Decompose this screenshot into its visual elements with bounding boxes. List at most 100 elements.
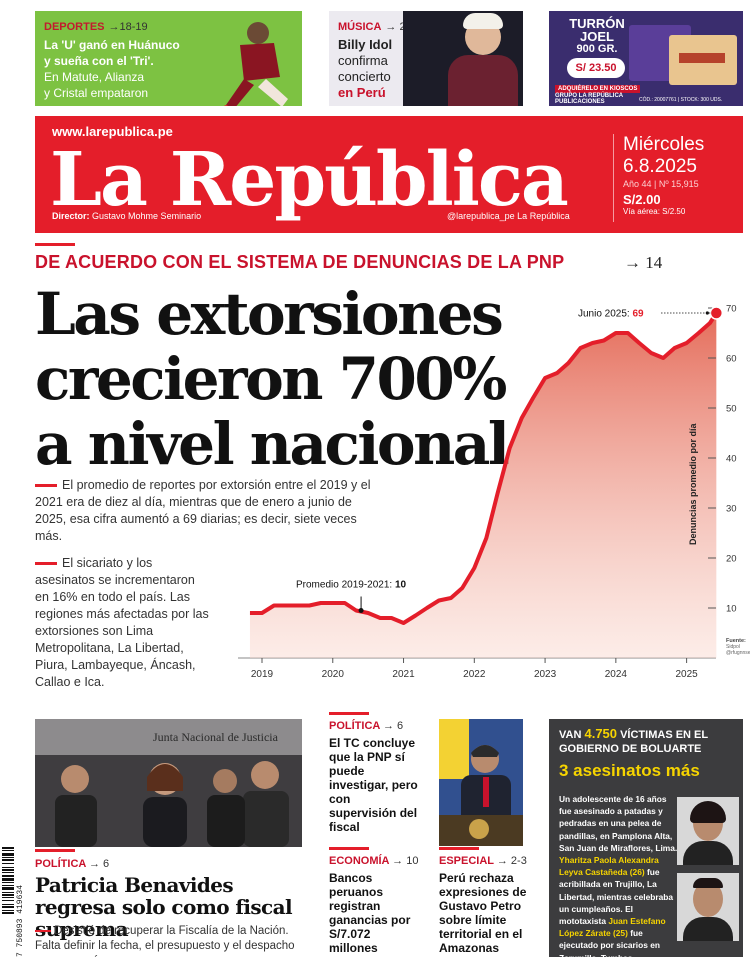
social-handles: @larepublica_pe La República [447,211,570,221]
x-tick-label: 2019 [251,669,274,680]
photo-background-sign: Junta Nacional de Justicia [153,730,279,744]
y-tick-label: 10 [726,604,737,615]
source-text: @rfugnnse [726,650,750,656]
barcode-bar [2,882,14,883]
source-label: Fuente: [726,638,746,644]
victims-box[interactable]: VAN 4.750 VÍCTIMAS EN EL GOBIERNO DE BOL… [549,719,743,957]
victims-text: Un adolescente de 16 años fue asesinado … [559,794,678,957]
promo-code: CÓD.: 20007761 | STOCK: 300 UDS. [639,97,723,103]
barcode-bar [2,885,14,886]
lead-page-ref: → 14 [624,253,663,272]
annotation-label: Promedio 2019-2021: 10 [296,580,407,591]
benavides-photo: Junta Nacional de Justicia [35,719,302,847]
victims-subheading: 3 asesinatos más [559,761,700,780]
barcode-bar [2,857,14,858]
singer-photo [403,11,523,106]
last-point [709,306,724,320]
barcode-bar [2,875,14,877]
story-banks[interactable]: ECONOMÍA → 10 Bancos peruanos registran … [329,855,419,955]
y-tick-label: 60 [726,354,737,365]
source-text: Sidpol [726,644,740,650]
issue-price: S/2.00 [623,192,661,207]
barcode-bar [2,900,14,901]
soccer-player-photo [223,22,288,106]
extortion-chart: 10 20 30 40 50 60 70 2019 2020 2021 2022 2023 2024 20… [238,304,750,680]
issue-day: Miércoles [623,134,705,155]
y-tick-label: 30 [726,504,737,515]
barcode-bar [2,863,14,864]
teaser-music[interactable]: MÚSICA → 20 Billy Idol confirma concierto… [329,11,523,106]
annotation-label: Junio 2025: 69 [578,309,644,320]
benavides-headline[interactable]: Patricia Benavides regresa solo como fis… [35,873,293,941]
barcode-bar [2,894,14,896]
teaser-section: DEPORTES →18-19 [44,21,148,33]
barcode-bar [2,847,14,849]
issue-date: 6.8.2025 [623,156,697,177]
story-section: POLÍTICA → 6 [329,720,404,732]
story-headline: Perú rechaza expresiones de Gustavo Petr… [439,871,527,955]
director-line: Director: Gustavo Mohme Seminario [52,211,202,221]
teaser-sports[interactable]: DEPORTES →18-19 La 'U' ganó en Huánuco y s… [35,11,302,106]
story-section: ESPECIAL → 2-3 [439,855,527,867]
victim-woman-photo [677,797,739,865]
lead-paragraph-1: El promedio de reportes por extorsión en… [35,478,371,543]
masthead-divider [613,134,614,222]
barcode-bar [2,867,14,868]
x-tick-label: 2021 [392,669,415,680]
masthead: www.larepublica.pe La República Director… [35,116,743,233]
x-tick-label: 2020 [322,669,345,680]
y-tick-label: 40 [726,454,737,465]
story-headline: Bancos peruanos registran ganancias por … [329,871,411,955]
promo-kiosk: ADQUIÉRELO EN KIOSCOS GRUPO LA REPÚBLICA… [555,85,665,105]
story-tc[interactable]: POLÍTICA → 6 El TC concluye que la PNP s… [329,720,419,834]
promo-turron[interactable]: TURRÓN JOEL 900 GR. S/ 23.50 ADQUIÉRELO … [549,11,743,106]
barcode-bar [2,872,14,873]
lead-kicker: DE ACUERDO CON EL SISTEMA DE DENUNCIAS D… [35,252,565,272]
promo-title: TURRÓN JOEL 900 GR. [569,16,625,55]
story-petro[interactable]: ESPECIAL → 2-3 Perú rechaza expresiones … [439,855,534,955]
victims-heading: VAN 4.750 VÍCTIMAS EN EL GOBIERNO DE BOL… [559,726,708,756]
barcode-bar [2,887,14,890]
lead-paragraph-2: El sicariato y los asesinatos se increme… [35,556,209,689]
barcode-bar [2,859,14,861]
section-rule [329,712,369,715]
y-axis-label: Denuncias promedio por día [688,422,698,545]
barcode-bar [2,897,14,898]
annotation-dot [705,311,709,315]
barcode-bar [2,850,14,851]
barcode: 7 750893 419634 [2,847,24,957]
teaser-text: La 'U' ganó en Huánuco y sueña con el 'Tr… [44,38,180,100]
series-line [249,311,719,625]
y-tick-label: 50 [726,404,737,415]
story-headline: El TC concluye que la PNP sí puede inves… [329,736,418,834]
barcode-bar [2,906,14,908]
x-tick-label: 2025 [675,669,698,680]
barcode-bar [2,892,14,893]
x-tick-label: 2024 [605,669,628,680]
issue-number: Año 44 | Nº 15,915 [623,179,699,189]
victim-man-photo [677,873,739,941]
barcode-bar [2,878,14,881]
story-section: POLÍTICA → 6 [35,858,110,870]
x-tick-label: 2023 [534,669,557,680]
svg-text:7 750893 419634: 7 750893 419634 [16,885,24,957]
area-fill [249,313,717,658]
lead-headline[interactable]: Las extorsiones crecieron 700% a nivel n… [35,280,510,478]
barcode-bar [2,910,14,911]
barcode-bar [2,853,14,856]
teaser-text: Billy Idol confirma concierto en Perú [338,37,393,100]
y-tick-label: 20 [726,554,737,565]
section-rule [35,849,75,852]
kicker-rule [35,243,75,246]
story-section: ECONOMÍA → 10 [329,855,419,867]
petro-photo [439,719,523,846]
barcode-bar [2,912,14,914]
turron-bar-image [669,35,737,85]
section-rule [329,847,369,850]
teaser-section: MÚSICA → 20 [338,21,412,33]
site-url[interactable]: www.larepublica.pe [52,124,173,139]
section-rule [439,847,479,850]
air-price: Vía aérea: S/2.50 [623,207,686,216]
barcode-bar [2,869,14,871]
barcode-bar [2,904,14,905]
